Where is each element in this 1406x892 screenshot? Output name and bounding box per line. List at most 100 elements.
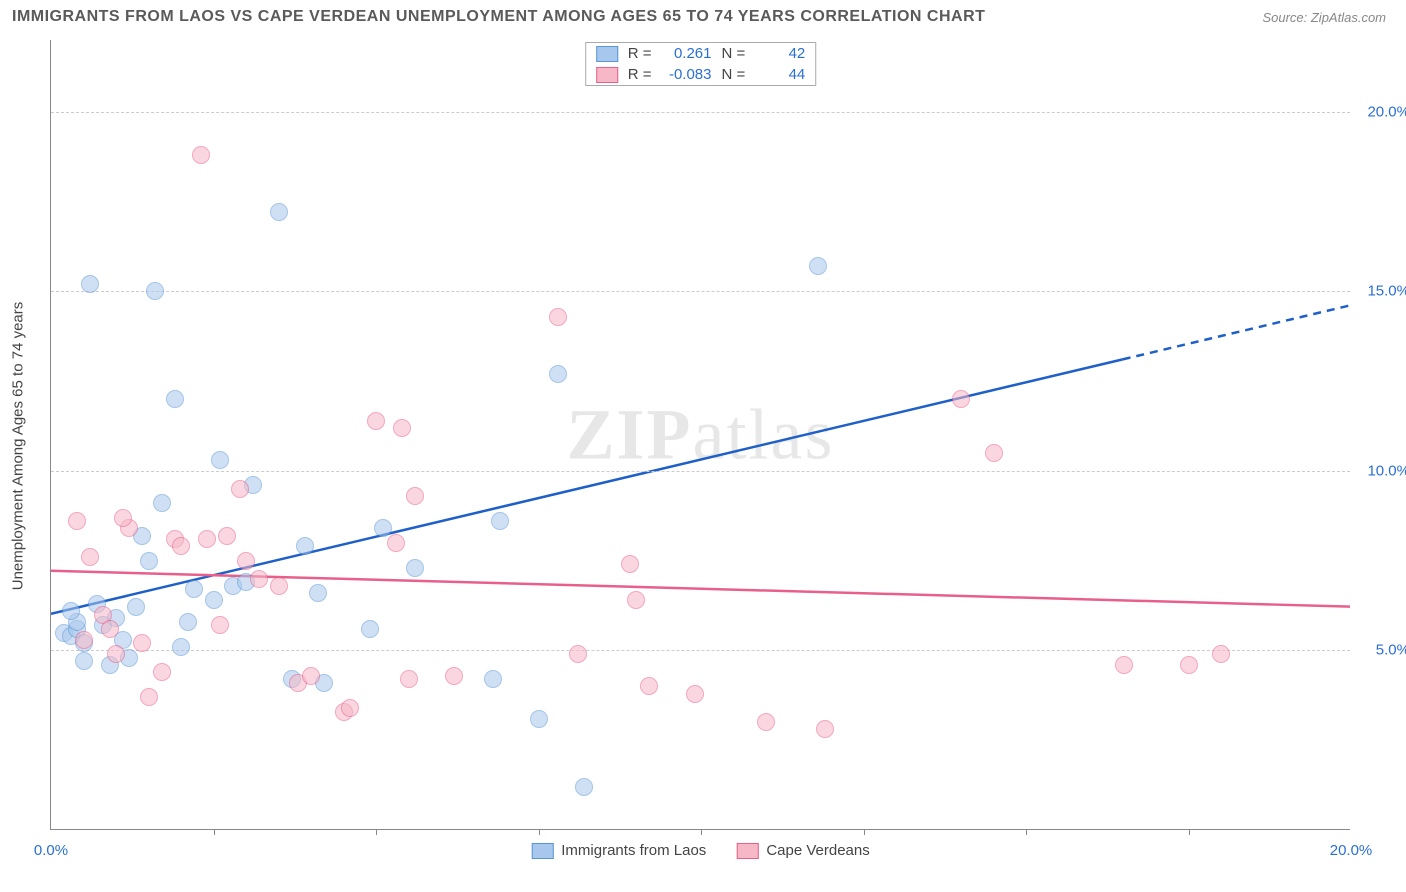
- ytick-label: 10.0%: [1367, 462, 1406, 479]
- scatter-point: [491, 512, 509, 530]
- xtick-minor: [1026, 829, 1027, 835]
- scatter-point: [1115, 656, 1133, 674]
- n-label: N =: [722, 66, 746, 83]
- scatter-point: [140, 688, 158, 706]
- scatter-point: [367, 412, 385, 430]
- scatter-point: [549, 308, 567, 326]
- xtick-minor: [214, 829, 215, 835]
- scatter-point: [302, 667, 320, 685]
- watermark-thin: atlas: [693, 394, 835, 474]
- scatter-point: [153, 494, 171, 512]
- n-value: 44: [755, 66, 805, 83]
- scatter-point: [341, 699, 359, 717]
- ytick-label: 20.0%: [1367, 103, 1406, 120]
- scatter-point: [549, 365, 567, 383]
- scatter-point: [393, 419, 411, 437]
- scatter-point: [146, 282, 164, 300]
- scatter-point: [400, 670, 418, 688]
- scatter-point: [484, 670, 502, 688]
- source-label: Source: ZipAtlas.com: [1262, 10, 1386, 25]
- y-axis-label: Unemployment Among Ages 65 to 74 years: [10, 302, 27, 591]
- gridline-h: [51, 112, 1350, 113]
- scatter-point: [62, 602, 80, 620]
- scatter-point: [569, 645, 587, 663]
- n-value: 42: [755, 45, 805, 62]
- scatter-point: [809, 257, 827, 275]
- scatter-point: [270, 203, 288, 221]
- scatter-point: [387, 534, 405, 552]
- r-value: 0.261: [662, 45, 712, 62]
- scatter-point: [250, 570, 268, 588]
- scatter-point: [218, 527, 236, 545]
- stats-swatch: [596, 46, 618, 62]
- scatter-point: [757, 713, 775, 731]
- gridline-h: [51, 650, 1350, 651]
- plot-area: ZIPatlas R =0.261N =42R =-0.083N =44 Imm…: [50, 40, 1350, 830]
- legend-item-series2: Cape Verdeans: [736, 842, 869, 859]
- scatter-point: [166, 390, 184, 408]
- scatter-point: [172, 537, 190, 555]
- scatter-point: [81, 275, 99, 293]
- ytick-label: 5.0%: [1376, 642, 1406, 659]
- scatter-point: [114, 509, 132, 527]
- scatter-point: [361, 620, 379, 638]
- scatter-point: [575, 778, 593, 796]
- scatter-point: [406, 487, 424, 505]
- scatter-point: [296, 537, 314, 555]
- watermark-bold: ZIP: [567, 394, 693, 474]
- scatter-point: [81, 548, 99, 566]
- stats-row: R = 0.261 N = 42: [586, 43, 816, 64]
- legend-item-series1: Immigrants from Laos: [531, 842, 706, 859]
- gridline-h: [51, 291, 1350, 292]
- scatter-point: [140, 552, 158, 570]
- xtick-minor: [376, 829, 377, 835]
- scatter-point: [530, 710, 548, 728]
- scatter-point: [816, 720, 834, 738]
- scatter-point: [1212, 645, 1230, 663]
- r-label: R =: [628, 66, 652, 83]
- scatter-point: [75, 652, 93, 670]
- legend-swatch-series2: [736, 843, 758, 859]
- scatter-point: [185, 580, 203, 598]
- scatter-point: [211, 616, 229, 634]
- xtick-label: 0.0%: [34, 842, 68, 859]
- legend-label-series2: Cape Verdeans: [766, 842, 869, 859]
- scatter-point: [237, 552, 255, 570]
- scatter-point: [445, 667, 463, 685]
- xtick-label: 20.0%: [1330, 842, 1373, 859]
- stats-legend: R =0.261N =42R =-0.083N =44: [585, 42, 817, 86]
- scatter-point: [127, 598, 145, 616]
- scatter-point: [75, 631, 93, 649]
- scatter-point: [231, 480, 249, 498]
- r-label: R =: [628, 45, 652, 62]
- legend-label-series1: Immigrants from Laos: [561, 842, 706, 859]
- legend-swatch-series1: [531, 843, 553, 859]
- stats-row: R =-0.083N =44: [586, 64, 816, 85]
- chart-container: IMMIGRANTS FROM LAOS VS CAPE VERDEAN UNE…: [0, 0, 1406, 892]
- xtick-minor: [864, 829, 865, 835]
- scatter-point: [627, 591, 645, 609]
- trend-lines-svg: [51, 40, 1350, 829]
- n-label: N =: [722, 45, 746, 62]
- scatter-point: [192, 146, 210, 164]
- scatter-point: [374, 519, 392, 537]
- scatter-point: [985, 444, 1003, 462]
- bottom-legend: Immigrants from Laos Cape Verdeans: [531, 842, 869, 859]
- scatter-point: [172, 638, 190, 656]
- scatter-point: [68, 512, 86, 530]
- scatter-point: [686, 685, 704, 703]
- chart-title: IMMIGRANTS FROM LAOS VS CAPE VERDEAN UNE…: [12, 8, 985, 26]
- scatter-point: [153, 663, 171, 681]
- scatter-point: [101, 620, 119, 638]
- scatter-point: [270, 577, 288, 595]
- scatter-point: [952, 390, 970, 408]
- xtick-minor: [1189, 829, 1190, 835]
- scatter-point: [1180, 656, 1198, 674]
- scatter-point: [309, 584, 327, 602]
- scatter-point: [198, 530, 216, 548]
- ytick-label: 15.0%: [1367, 283, 1406, 300]
- scatter-point: [205, 591, 223, 609]
- stats-swatch: [596, 67, 618, 83]
- gridline-h: [51, 471, 1350, 472]
- watermark: ZIPatlas: [567, 393, 835, 476]
